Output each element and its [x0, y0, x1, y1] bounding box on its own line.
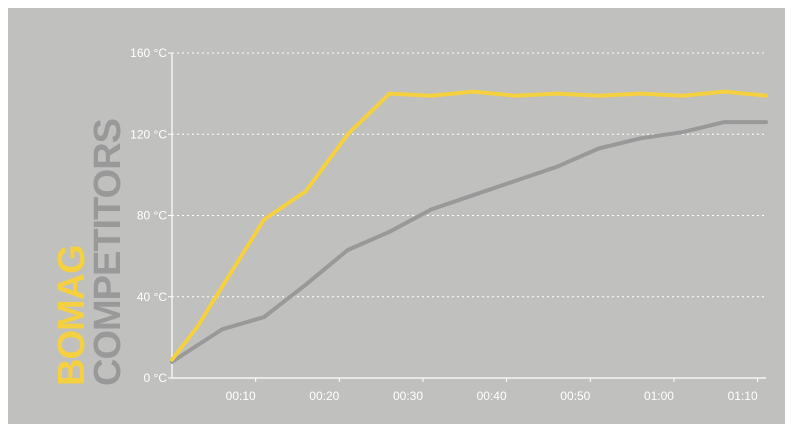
- y-tick-label: 80 °C: [137, 209, 167, 223]
- x-tick-label: 01:10: [728, 389, 758, 403]
- legend: COMPETITORS BOMAG: [51, 119, 129, 386]
- x-tick-label: 00:40: [477, 389, 507, 403]
- x-tick-label: 00:50: [560, 389, 590, 403]
- series-line-bomag: [170, 89, 768, 362]
- x-tick-label: 01:00: [644, 389, 674, 403]
- chart-background: [8, 8, 785, 424]
- x-tick-label: 00:10: [226, 389, 256, 403]
- x-axis-ticks: 00:10 00:20 00:30 00:40 00:50 01:00 01:10: [226, 378, 759, 403]
- x-tick-label: 00:20: [309, 389, 339, 403]
- y-tick-label: 0 °C: [144, 371, 168, 385]
- y-tick-label: 120 °C: [130, 127, 167, 141]
- series-lines: [170, 89, 768, 364]
- legend-label-bomag: BOMAG: [51, 245, 93, 386]
- legend-label-competitors: COMPETITORS: [87, 119, 129, 386]
- series-line-competitors: [170, 120, 768, 364]
- y-axis-ticks: 0 °C 40 °C 80 °C 120 °C 160 °C: [130, 46, 172, 385]
- y-tick-label: 160 °C: [130, 46, 167, 60]
- y-tick-label: 40 °C: [137, 290, 167, 304]
- chart-panel: 0 °C 40 °C 80 °C 120 °C 160 °C 00:10 00:20 00:…: [8, 8, 785, 424]
- x-tick-label: 00:30: [393, 389, 423, 403]
